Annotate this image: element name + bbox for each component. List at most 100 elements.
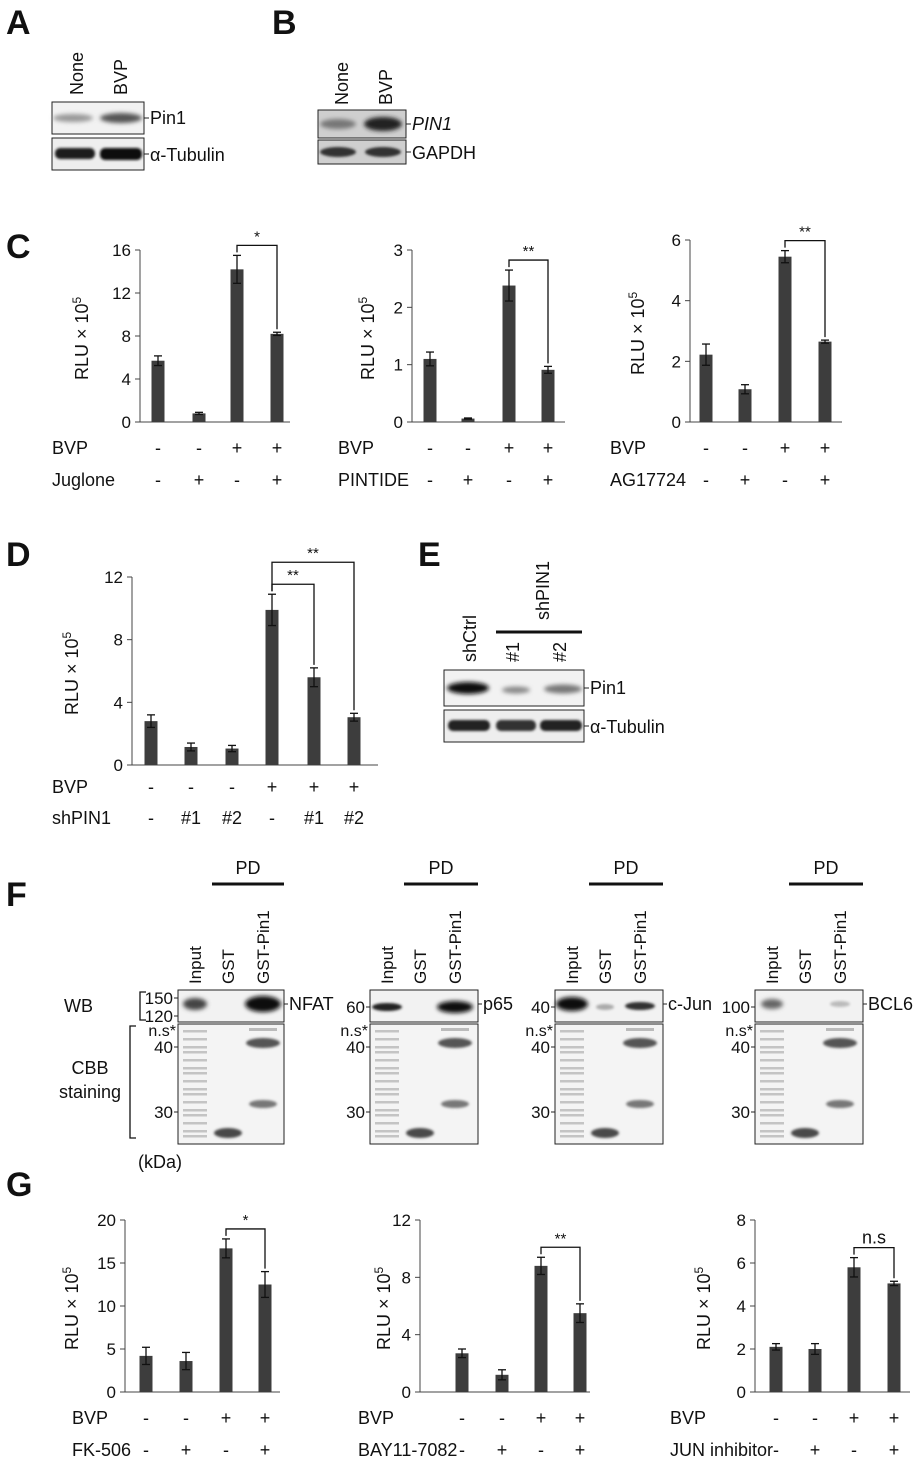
cbb-input-band	[760, 1093, 784, 1096]
cbb-input-band	[560, 1051, 584, 1054]
pd-label: PD	[613, 858, 638, 878]
condition-symbol: -	[538, 1440, 544, 1460]
condition-symbol: +	[232, 438, 243, 458]
y-axis-label-text: RLU × 10	[374, 1273, 394, 1350]
condition-symbol: -	[148, 777, 154, 797]
condition-symbol: +	[463, 470, 474, 490]
condition-symbol: -	[703, 438, 709, 458]
condition-row-label: BVP	[52, 777, 88, 797]
band-bvp-gapdh	[365, 147, 401, 157]
cbb-input-band	[183, 1059, 207, 1062]
cbb-input-band	[375, 1130, 399, 1133]
cbb-input-band	[375, 1135, 399, 1138]
bar	[179, 1361, 193, 1392]
condition-symbol: +	[221, 1408, 232, 1428]
y-tick-label: 16	[112, 241, 131, 260]
cbb-input-band	[183, 1080, 207, 1083]
cbb-bracket	[129, 1025, 136, 1139]
cbb-gst-pin1-band	[438, 1038, 472, 1048]
bar	[347, 717, 361, 765]
wb-marker: 120	[145, 1007, 173, 1026]
band-label-tubulin: α-Tubulin	[590, 717, 665, 737]
y-tick-label: 12	[104, 568, 123, 587]
cbb-input-band	[560, 1030, 584, 1033]
band-none-gapdh	[320, 147, 356, 157]
pd-label: PD	[428, 858, 453, 878]
panel-b-blot: None BVP PIN1 GAPDH	[317, 62, 476, 165]
condition-symbol: +	[889, 1440, 900, 1460]
bar	[573, 1313, 587, 1392]
bar	[307, 677, 321, 765]
panel-label-c: C	[6, 228, 31, 266]
condition-symbol: +	[267, 777, 278, 797]
significance-bracket	[540, 1246, 581, 1301]
y-tick-label: 8	[402, 1268, 411, 1287]
cbb-gst-pin1-band	[623, 1038, 657, 1048]
condition-symbol: +	[260, 1408, 271, 1428]
y-tick-label: 4	[402, 1326, 411, 1345]
y-tick-label: 4	[122, 370, 131, 389]
condition-symbol: +	[575, 1440, 586, 1460]
kda-label: (kDa)	[138, 1152, 182, 1172]
significance-label: **	[307, 545, 319, 562]
lane-label: GST-Pin1	[831, 910, 850, 984]
lane-label: Input	[563, 946, 582, 984]
y-axis-label-text: RLU × 10	[62, 1273, 82, 1350]
condition-row-label: BVP	[52, 438, 88, 458]
condition-symbol: +	[575, 1408, 586, 1428]
significance-label: **	[555, 1230, 567, 1247]
band-gst-pin1	[625, 1002, 655, 1010]
bar	[423, 358, 437, 422]
y-axis-label-exponent: 5	[60, 1266, 74, 1273]
panel-label-e: E	[418, 536, 441, 574]
y-tick-label: 4	[114, 693, 123, 712]
lane-label-bvp: BVP	[111, 59, 131, 95]
cbb-input-band	[560, 1135, 584, 1138]
condition-symbol: -	[851, 1440, 857, 1460]
y-axis-label: RLU × 105	[60, 1266, 82, 1350]
condition-symbol: +	[260, 1440, 271, 1460]
significance-label: **	[523, 243, 535, 260]
bar	[495, 1374, 509, 1392]
y-tick-label: 6	[672, 231, 681, 250]
condition-symbol: +	[536, 1408, 547, 1428]
y-tick-label: 4	[737, 1297, 746, 1316]
condition-symbol: +	[504, 438, 515, 458]
band-shctrl-pin1	[447, 682, 489, 694]
lane-label-sh2: #2	[550, 642, 570, 662]
cbb-input-band	[560, 1101, 584, 1104]
condition-symbol: -	[234, 470, 240, 490]
y-axis-label: RLU × 105	[692, 1266, 714, 1350]
y-axis-label-text: RLU × 10	[358, 303, 378, 380]
y-tick-label: 2	[672, 352, 681, 371]
y-axis-label: RLU × 105	[372, 1266, 394, 1350]
band-input	[556, 997, 588, 1011]
cbb-input-band	[183, 1130, 207, 1133]
bar	[778, 256, 792, 422]
condition-symbol: +	[820, 470, 831, 490]
band-shctrl-tubulin	[448, 720, 490, 731]
condition-symbol: +	[272, 470, 283, 490]
bar	[808, 1349, 822, 1392]
condition-symbol: +	[497, 1440, 508, 1460]
ns-marker: n.s*	[340, 1023, 368, 1040]
condition-symbol: -	[773, 1440, 779, 1460]
band-label-gapdh: GAPDH	[412, 143, 476, 163]
cbb-input-band	[760, 1109, 784, 1112]
significance-label: *	[243, 1212, 249, 1229]
band-label-pin1-gene: PIN1	[412, 114, 452, 134]
y-axis-label: RLU × 105	[356, 296, 378, 380]
condition-row-label: FK-506	[72, 1440, 131, 1460]
y-axis-label: RLU × 105	[626, 291, 648, 375]
lane-label: Input	[378, 946, 397, 984]
y-tick-label: 0	[107, 1383, 116, 1402]
condition-symbol: -	[812, 1408, 818, 1428]
lane-label-sh1: #1	[503, 642, 523, 662]
y-tick-label: 20	[97, 1211, 116, 1230]
lane-label-shctrl: shCtrl	[460, 615, 480, 662]
cbb-input-band	[375, 1038, 399, 1041]
cbb-input-band	[560, 1093, 584, 1096]
cbb-input-band	[183, 1122, 207, 1125]
